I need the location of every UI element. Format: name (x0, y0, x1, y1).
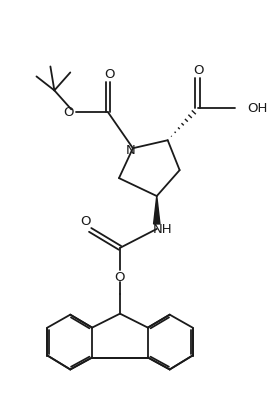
Polygon shape (154, 196, 160, 224)
Text: N: N (126, 144, 136, 157)
Text: O: O (63, 106, 73, 119)
Text: O: O (80, 215, 90, 229)
Text: O: O (115, 271, 125, 284)
Text: OH: OH (247, 102, 268, 115)
Text: O: O (193, 64, 204, 77)
Text: NH: NH (153, 224, 173, 237)
Text: O: O (104, 68, 114, 81)
